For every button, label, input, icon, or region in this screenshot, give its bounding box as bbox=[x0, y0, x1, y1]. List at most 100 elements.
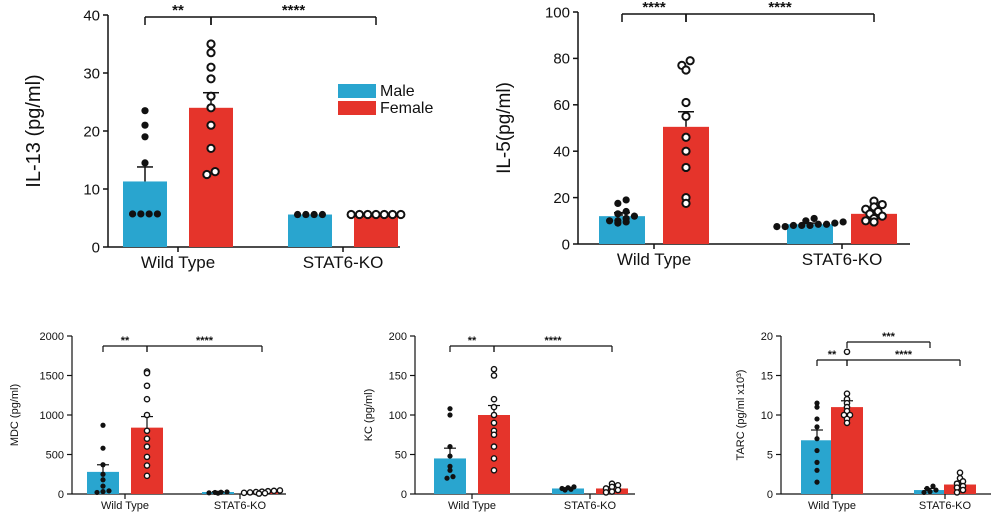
il13-point-female bbox=[206, 120, 216, 130]
il5-y-tick-label: 20 bbox=[553, 190, 570, 207]
legend-swatch-female bbox=[338, 101, 376, 115]
mdc-point-female bbox=[143, 382, 151, 390]
kc-y-tick-label: 50 bbox=[395, 449, 407, 461]
il13-point-male bbox=[141, 121, 149, 129]
il5-point-male bbox=[802, 217, 810, 225]
kc-point-male bbox=[450, 474, 456, 480]
il5-point-male bbox=[831, 219, 839, 227]
mdc-point-male bbox=[100, 477, 106, 483]
mdc-point-male bbox=[100, 489, 106, 495]
kc-point-female bbox=[602, 489, 610, 496]
mdc-y-tick-label: 1000 bbox=[40, 410, 64, 422]
il5-point-male bbox=[614, 199, 622, 207]
legend-label-female: Female bbox=[380, 100, 433, 117]
legend: Male Female bbox=[338, 83, 433, 117]
legend-label-male: Male bbox=[380, 83, 415, 100]
tarc-sig-label: *** bbox=[882, 331, 896, 343]
il5-point-female bbox=[681, 132, 691, 142]
il5-point-male bbox=[622, 218, 630, 226]
mdc-x-tick-label: Wild Type bbox=[101, 500, 149, 512]
il13-point-female bbox=[206, 39, 216, 49]
il5-point-female bbox=[681, 146, 691, 156]
il5-bar-male bbox=[599, 216, 645, 244]
il5-point-male bbox=[773, 223, 781, 231]
chart-kc: 0 50 100 150 200 KC (pg/ml) Wild Type STAT6-KO *… bbox=[363, 331, 635, 512]
tarc-point-male bbox=[814, 479, 820, 485]
il5-point-male bbox=[798, 221, 806, 230]
il13-y-tick-label: 10 bbox=[83, 181, 100, 198]
tarc-sig-label: ** bbox=[828, 349, 837, 361]
mdc-point-male bbox=[100, 483, 106, 489]
chart-il13: 0 10 20 30 40 IL-13 (pg/ml) Wild Type STAT6-KO *… bbox=[23, 2, 406, 272]
kc-y-tick-label: 150 bbox=[389, 370, 407, 382]
il13-point-female bbox=[202, 169, 212, 180]
mdc-point-male bbox=[100, 462, 106, 468]
tarc-point-male bbox=[933, 487, 939, 493]
il5-y-tick-label: 0 bbox=[562, 236, 570, 253]
tarc-point-male bbox=[814, 447, 820, 454]
tarc-point-male bbox=[814, 436, 820, 442]
tarc-y-tick-label: 0 bbox=[767, 489, 773, 501]
tarc-point-male bbox=[814, 404, 820, 410]
kc-point-female bbox=[490, 455, 498, 462]
tarc-point-male bbox=[930, 483, 936, 489]
il5-point-male bbox=[781, 223, 789, 231]
il5-point-male bbox=[839, 218, 847, 226]
il5-point-male bbox=[622, 196, 630, 204]
tarc-point-male bbox=[814, 467, 820, 473]
mdc-point-female bbox=[143, 453, 151, 461]
kc-point-female bbox=[490, 403, 498, 411]
il5-sig-label: **** bbox=[768, 0, 792, 16]
il5-point-female bbox=[877, 199, 887, 210]
tarc-point-male bbox=[814, 459, 820, 465]
kc-point-female bbox=[490, 365, 498, 373]
il13-y-tick-label: 20 bbox=[83, 123, 100, 140]
mdc-point-male bbox=[100, 471, 106, 477]
kc-point-male bbox=[447, 467, 453, 473]
il5-point-male bbox=[614, 219, 622, 227]
il13-point-female bbox=[206, 74, 216, 84]
il5-point-female bbox=[681, 65, 691, 75]
il13-point-male bbox=[141, 107, 149, 115]
il13-point-male bbox=[153, 210, 162, 218]
legend-swatch-male bbox=[338, 84, 376, 98]
tarc-x-tick-label: STAT6-KO bbox=[919, 500, 972, 512]
tarc-point-male bbox=[927, 489, 933, 495]
mdc-point-male bbox=[94, 489, 100, 496]
mdc-point-female bbox=[255, 490, 263, 497]
tarc-y-tick-label: 5 bbox=[767, 449, 773, 461]
il13-point-male bbox=[318, 210, 327, 219]
mdc-sig-label: **** bbox=[196, 335, 214, 347]
tarc-point-female bbox=[953, 489, 961, 496]
il13-point-male bbox=[310, 210, 318, 219]
il5-point-male bbox=[630, 212, 639, 220]
il13-point-female bbox=[371, 209, 381, 220]
il5-point-male bbox=[605, 217, 614, 225]
il5-y-label: IL-5(pg/ml) bbox=[494, 82, 515, 174]
kc-y-label: KC (pg/ml) bbox=[363, 389, 375, 442]
mdc-point-male bbox=[215, 490, 221, 496]
il13-point-female bbox=[206, 48, 216, 58]
kc-point-male bbox=[568, 486, 574, 492]
mdc-y-tick-label: 500 bbox=[46, 449, 64, 461]
il5-y-tick-label: 40 bbox=[553, 143, 570, 160]
il13-sig-label: ** bbox=[172, 2, 184, 19]
kc-x-tick-label: Wild Type bbox=[448, 500, 496, 512]
tarc-point-female bbox=[959, 486, 967, 494]
il13-point-male bbox=[293, 210, 302, 219]
kc-point-male bbox=[447, 406, 453, 412]
mdc-y-tick-label: 1500 bbox=[40, 370, 64, 382]
il13-point-female bbox=[346, 209, 356, 220]
kc-sig-label: **** bbox=[544, 335, 562, 347]
mdc-point-male bbox=[206, 490, 212, 496]
il13-y-label: IL-13 (pg/ml) bbox=[23, 74, 45, 187]
il5-point-male bbox=[810, 214, 818, 223]
mdc-x-tick-label: STAT6-KO bbox=[214, 500, 267, 512]
il13-sig-label: **** bbox=[282, 2, 306, 19]
mdc-point-female bbox=[143, 395, 151, 403]
mdc-point-female bbox=[240, 489, 248, 497]
il5-point-female bbox=[685, 56, 695, 66]
mdc-point-male bbox=[106, 488, 112, 494]
tarc-y-tick-label: 15 bbox=[761, 370, 773, 382]
